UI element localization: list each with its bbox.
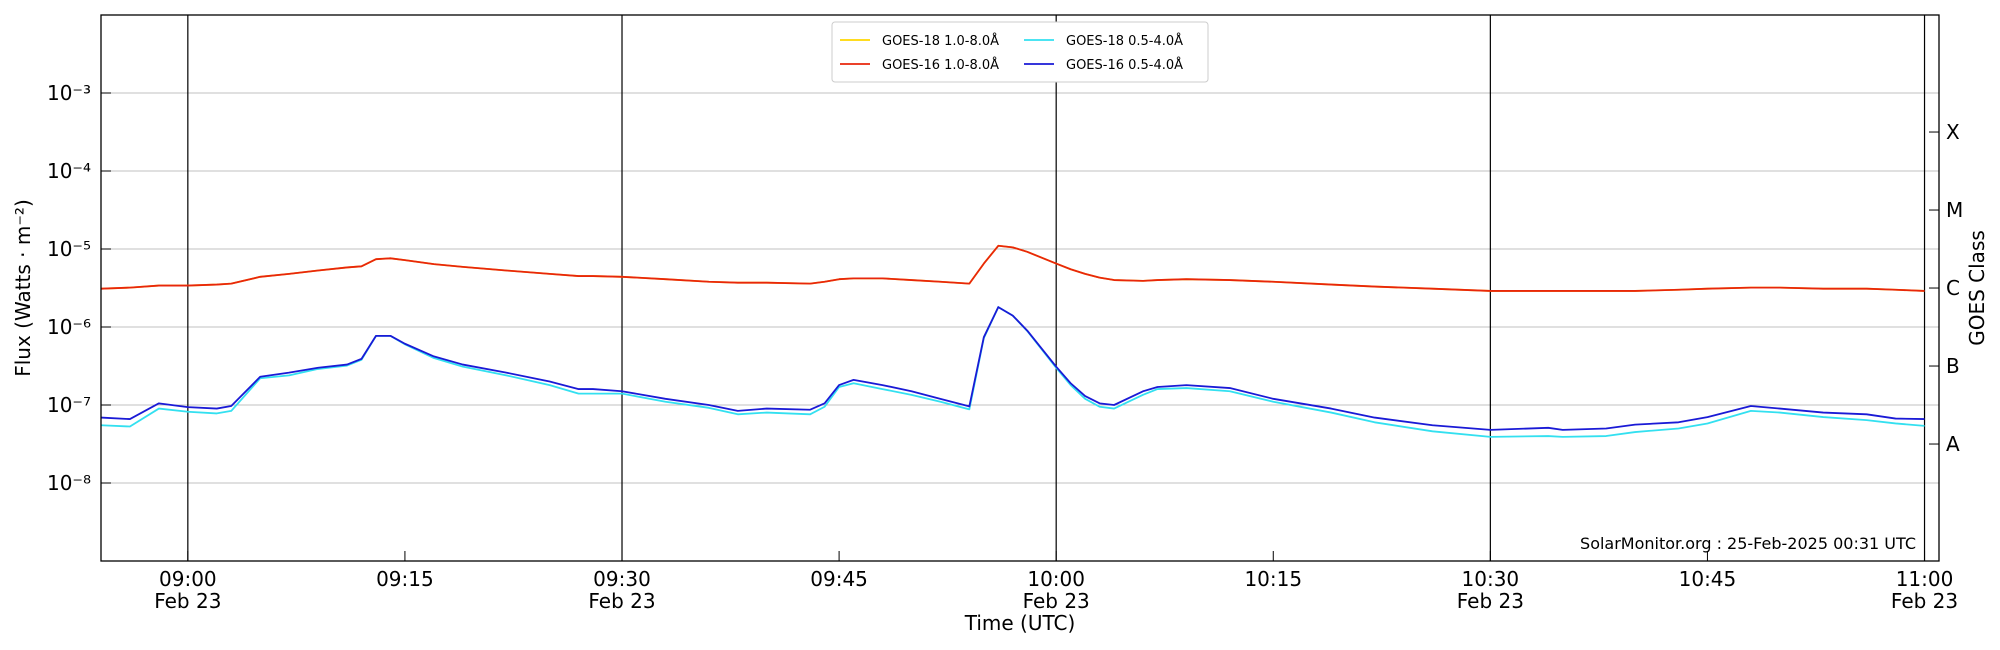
x-tick-label: 11:00 Feb 23 bbox=[1890, 567, 1959, 613]
y-tick-label: 10⁻⁷ bbox=[47, 393, 91, 417]
legend-label: GOES-16 0.5-4.0Å bbox=[1066, 57, 1183, 73]
x-tick-label: 10:15 bbox=[1244, 567, 1303, 591]
y-tick-label: 10⁻⁴ bbox=[47, 159, 91, 183]
y2-tick-label: A bbox=[1946, 432, 1960, 456]
legend-box bbox=[831, 21, 1209, 83]
legend-label: GOES-18 1.0-8.0Å bbox=[882, 33, 999, 49]
y2-tick-label: C bbox=[1946, 276, 1960, 300]
x-tick-label: 09:15 bbox=[376, 567, 434, 591]
y-tick-label: 10⁻³ bbox=[47, 81, 91, 105]
x-tick-label: 09:45 bbox=[810, 567, 868, 591]
y-tick-label: 10⁻⁵ bbox=[47, 237, 91, 261]
x-tick-label: 10:30 Feb 23 bbox=[1456, 567, 1524, 613]
x-tick-label: 09:30 Feb 23 bbox=[588, 567, 656, 613]
y-axis-label: Flux (Watts · m⁻²) bbox=[11, 199, 35, 377]
plot-frame bbox=[100, 14, 1940, 562]
x-tick-label: 10:45 bbox=[1678, 567, 1737, 591]
x-axis-label: Time (UTC) bbox=[964, 611, 1076, 635]
series-line bbox=[100, 306, 1925, 431]
legend-label: GOES-16 1.0-8.0Å bbox=[882, 57, 999, 73]
legend-label: GOES-18 0.5-4.0Å bbox=[1066, 33, 1183, 49]
x-tick-label: 09:00 Feb 23 bbox=[154, 567, 222, 613]
y2-axis-label: GOES Class bbox=[1965, 230, 1989, 346]
annotation: SolarMonitor.org : 25-Feb-2025 00:31 UTC bbox=[1580, 534, 1916, 553]
x-tick-label: 10:00 Feb 23 bbox=[1022, 567, 1090, 613]
y-tick-label: 10⁻⁸ bbox=[47, 471, 91, 495]
y2-tick-label: B bbox=[1946, 354, 1960, 378]
legend: GOES-18 1.0-8.0Å GOES-16 1.0-8.0Å GOES-18 … bbox=[831, 21, 1209, 83]
y2-tick-label: M bbox=[1946, 198, 1963, 222]
series-line bbox=[100, 244, 1925, 292]
series-line bbox=[100, 244, 1925, 292]
y2-tick-label: X bbox=[1946, 120, 1960, 144]
y-tick-label: 10⁻⁶ bbox=[47, 315, 91, 339]
